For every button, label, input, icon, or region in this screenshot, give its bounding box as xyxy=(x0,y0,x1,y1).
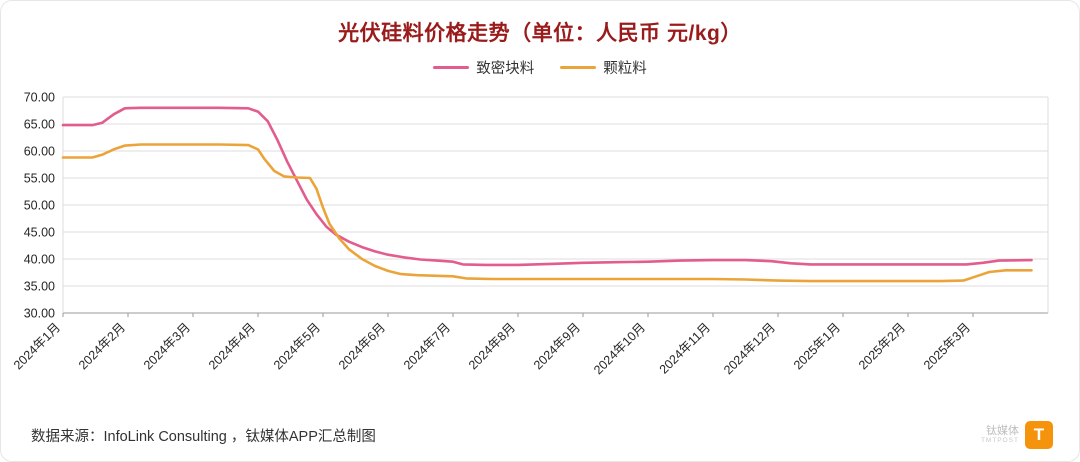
chart-plot-area: 70.00 65.00 60.00 55.00 50.00 45.00 40.00 35.00… xyxy=(1,83,1079,383)
svg-text:55.00: 55.00 xyxy=(24,172,55,186)
chart-footer: 数据来源：InfoLink Consulting ，钛媒体APP汇总制图 钛媒体… xyxy=(1,421,1079,449)
svg-text:2025年3月: 2025年3月 xyxy=(921,320,973,372)
brand-name-en: TMTPOST xyxy=(980,437,1019,445)
svg-text:40.00: 40.00 xyxy=(24,253,55,267)
legend-item-dense: 致密块料 xyxy=(433,57,534,78)
legend-item-granular: 颗粒料 xyxy=(560,57,647,78)
chart-legend: 致密块料 颗粒料 xyxy=(1,57,1079,77)
granular-series-swatch-icon xyxy=(560,65,597,69)
dense-series-label: 致密块料 xyxy=(476,60,535,77)
svg-text:2024年10月: 2024年10月 xyxy=(591,320,648,377)
svg-text:2024年9月: 2024年9月 xyxy=(531,320,583,372)
svg-text:65.00: 65.00 xyxy=(24,118,55,132)
svg-text:2024年11月: 2024年11月 xyxy=(657,320,713,376)
svg-text:2024年4月: 2024年4月 xyxy=(206,320,258,372)
svg-text:2024年7月: 2024年7月 xyxy=(401,320,453,372)
price-trend-chart: 70.00 65.00 60.00 55.00 50.00 45.00 40.00 35.00… xyxy=(11,91,1049,377)
svg-text:2024年5月: 2024年5月 xyxy=(271,320,323,372)
granular-series-label: 颗粒料 xyxy=(603,60,647,77)
svg-text:2024年3月: 2024年3月 xyxy=(141,320,193,372)
svg-text:2025年2月: 2025年2月 xyxy=(856,320,908,372)
svg-text:2024年2月: 2024年2月 xyxy=(76,320,128,372)
dense-series-swatch-icon xyxy=(433,65,470,69)
chart-title: 光伏硅料价格走势（单位：人民币 元/kg） xyxy=(338,22,742,45)
svg-text:45.00: 45.00 xyxy=(24,226,55,240)
brand-name-cn: 钛媒体 xyxy=(986,425,1019,438)
brand-text: 钛媒体 TMTPOST xyxy=(981,425,1019,444)
svg-text:2024年1月: 2024年1月 xyxy=(11,320,63,372)
brand-watermark: 钛媒体 TMTPOST T xyxy=(981,421,1053,449)
svg-text:30.00: 30.00 xyxy=(24,307,55,321)
svg-text:2024年8月: 2024年8月 xyxy=(466,320,518,372)
svg-text:2024年12月: 2024年12月 xyxy=(721,320,778,377)
svg-text:60.00: 60.00 xyxy=(24,145,55,159)
svg-text:2024年6月: 2024年6月 xyxy=(336,320,388,372)
tmtpost-logo-icon: T xyxy=(1025,421,1053,449)
svg-text:2025年1月: 2025年1月 xyxy=(791,320,843,372)
svg-text:70.00: 70.00 xyxy=(24,91,55,105)
svg-text:35.00: 35.00 xyxy=(24,280,55,294)
data-source-note: 数据来源：InfoLink Consulting ，钛媒体APP汇总制图 xyxy=(31,428,376,445)
svg-text:50.00: 50.00 xyxy=(24,199,55,213)
